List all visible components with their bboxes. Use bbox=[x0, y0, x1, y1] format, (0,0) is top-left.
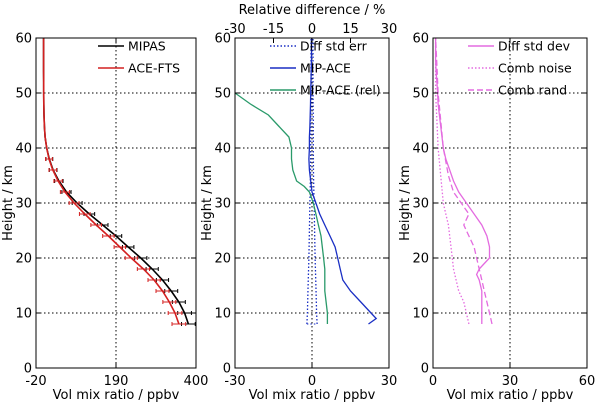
series-line-ace-fts bbox=[42, 38, 180, 325]
x-tick-label: 0 bbox=[429, 374, 437, 389]
series-line-mipas bbox=[42, 38, 190, 325]
legend-label: MIP-ACE bbox=[300, 61, 351, 76]
y-tick-label: 60 bbox=[15, 32, 32, 47]
x-axis-title: Vol mix ratio / ppbv bbox=[53, 388, 180, 403]
top-x-tick-label: -15 bbox=[263, 22, 284, 37]
x-tick-label: -30 bbox=[224, 374, 245, 389]
top-x-tick-label: -30 bbox=[224, 22, 245, 37]
legend-item: ACE-FTS bbox=[98, 61, 180, 76]
y-tick-label: 10 bbox=[15, 307, 32, 322]
x-tick-label: -20 bbox=[25, 374, 46, 389]
x-axis-title: Vol mix ratio / ppbv bbox=[249, 388, 376, 403]
top-x-tick-label: 15 bbox=[342, 22, 359, 37]
y-tick-label: 40 bbox=[15, 142, 32, 157]
series-line-diff-std-err bbox=[312, 38, 318, 325]
y-tick-label: 0 bbox=[24, 362, 32, 377]
legend-label: MIP-ACE (rel) bbox=[300, 83, 381, 98]
x-tick-label: 30 bbox=[381, 374, 398, 389]
legend-item: Comb rand bbox=[468, 83, 567, 98]
y-axis-title: Height / km bbox=[398, 165, 413, 241]
series-line-mip-ace bbox=[308, 38, 378, 325]
plot-area bbox=[434, 38, 493, 325]
y-tick-label: 20 bbox=[214, 252, 231, 267]
chart-panel-3: 0 10 20 30 40 50 60 0 30 60 Vol mix ratio / ppbv He… bbox=[398, 32, 595, 404]
series-line-comb-noise bbox=[434, 38, 470, 325]
y-tick-label: 10 bbox=[214, 307, 231, 322]
y-tick-label: 50 bbox=[15, 87, 32, 102]
series-line-diff-std-dev bbox=[434, 38, 491, 324]
legend-item: MIP-ACE bbox=[270, 61, 351, 76]
y-tick-label: 60 bbox=[214, 32, 231, 47]
top-x-tick-label: 0 bbox=[308, 22, 316, 37]
legend-item: Comb noise bbox=[468, 61, 572, 76]
legend-item: Diff std dev bbox=[468, 39, 571, 54]
y-tick-label: 0 bbox=[421, 362, 429, 377]
plot-area bbox=[42, 38, 196, 326]
legend-label: MIPAS bbox=[128, 39, 166, 54]
x-axis-title: Vol mix ratio / ppbv bbox=[447, 388, 574, 403]
x-tick-label: 60 bbox=[579, 374, 595, 389]
legend-item: Diff std err bbox=[270, 39, 368, 54]
top-x-axis-title: Relative difference / % bbox=[239, 3, 386, 18]
legend-label: Comb rand bbox=[498, 83, 567, 98]
y-tick-label: 60 bbox=[412, 32, 429, 47]
y-tick-label: 30 bbox=[15, 197, 32, 212]
x-tick-label: 400 bbox=[184, 374, 209, 389]
x-tick-label: 0 bbox=[308, 374, 316, 389]
y-tick-label: 20 bbox=[412, 252, 429, 267]
legend-item: MIP-ACE (rel) bbox=[270, 83, 381, 98]
x-tick-label: 30 bbox=[502, 374, 519, 389]
legend-label: ACE-FTS bbox=[128, 61, 180, 76]
chart-panel-1: 0 10 20 30 40 50 60 -20 190 400 Vol mix ratio / pp… bbox=[1, 32, 208, 404]
y-tick-label: 50 bbox=[412, 87, 429, 102]
y-axis-title: Height / km bbox=[1, 165, 16, 241]
y-tick-label: 0 bbox=[223, 362, 231, 377]
series-line-comb-rand bbox=[434, 38, 493, 325]
y-tick-label: 10 bbox=[412, 307, 429, 322]
legend-label: Comb noise bbox=[498, 61, 572, 76]
y-tick-label: 40 bbox=[214, 142, 231, 157]
top-x-tick-label: 30 bbox=[381, 22, 398, 37]
y-tick-label: 40 bbox=[412, 142, 429, 157]
legend-label: Diff std dev bbox=[498, 39, 571, 54]
legend-label: Diff std err bbox=[300, 39, 368, 54]
plot-area bbox=[235, 38, 378, 325]
x-tick-label: 190 bbox=[104, 374, 129, 389]
y-tick-label: 20 bbox=[15, 252, 32, 267]
y-tick-label: 30 bbox=[214, 197, 231, 212]
series-line-mip-ace-rel- bbox=[235, 92, 329, 324]
legend-item: MIPAS bbox=[98, 39, 166, 54]
y-axis-title: Height / km bbox=[200, 165, 215, 241]
y-tick-label: 50 bbox=[214, 87, 231, 102]
y-tick-label: 30 bbox=[412, 197, 429, 212]
